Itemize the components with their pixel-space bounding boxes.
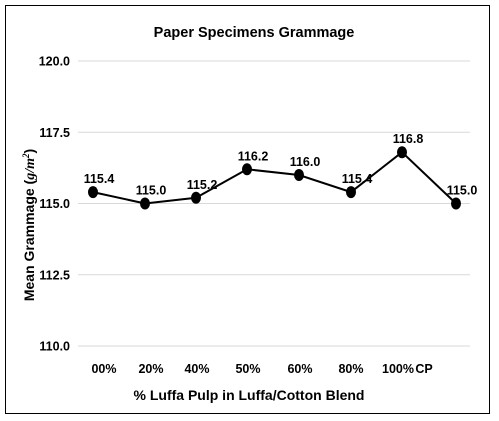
data-point	[88, 186, 98, 199]
data-point	[397, 146, 407, 159]
data-point	[191, 191, 201, 204]
data-point	[242, 163, 252, 176]
x-tick-label: 100%	[382, 362, 414, 376]
x-tick-label: CP	[415, 362, 432, 376]
data-point	[451, 197, 461, 210]
data-label: 115.0	[136, 184, 167, 198]
series-line	[92, 150, 457, 205]
x-tick-label: 60%	[287, 362, 312, 376]
chart-title: Paper Specimens Grammage	[154, 25, 355, 41]
y-tick-labels: 110.0 112.5 115.0 117.5 120.0	[39, 55, 70, 354]
data-label: 115.4	[84, 172, 115, 186]
y-tick-label: 117.5	[39, 126, 70, 140]
y-tick-label: 112.5	[39, 268, 70, 282]
x-tick-labels: 00% 20% 40% 50% 60% 80% 100% CP	[91, 362, 432, 376]
x-tick-label: 40%	[184, 362, 209, 376]
data-label: 115.2	[187, 178, 218, 192]
data-label: 116.8	[393, 132, 424, 146]
data-label: 115.0	[447, 184, 478, 198]
y-axis-label: Mean Grammage (g/m2)	[21, 149, 38, 301]
data-point	[294, 169, 304, 181]
data-labels: 115.4 115.0 115.2 116.2 116.0 115.4 116.8 115.0	[84, 132, 478, 197]
y-tick-label: 110.0	[39, 340, 70, 354]
x-tick-label: 50%	[235, 362, 260, 376]
y-tick-label: 120.0	[39, 55, 70, 69]
x-axis-label: % Luffa Pulp in Luffa/Cotton Blend	[134, 387, 365, 403]
data-markers	[88, 146, 461, 210]
x-tick-label: 80%	[338, 362, 363, 376]
data-point	[346, 186, 356, 199]
x-tick-label: 20%	[138, 362, 163, 376]
gridlines	[78, 60, 470, 347]
data-point	[140, 197, 150, 210]
y-tick-label: 115.0	[39, 197, 70, 211]
data-label: 116.0	[290, 155, 321, 169]
data-label: 115.4	[342, 172, 373, 186]
x-tick-label: 00%	[91, 362, 116, 376]
data-label: 116.2	[238, 149, 269, 163]
